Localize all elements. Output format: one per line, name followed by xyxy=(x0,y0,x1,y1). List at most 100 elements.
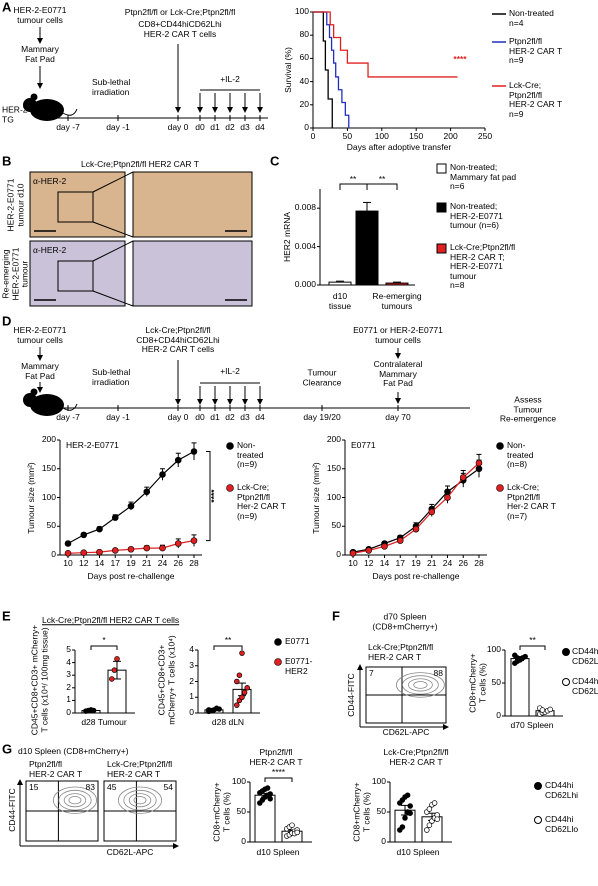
day-label: day -7 xyxy=(56,412,80,423)
y-tick-label: 60 xyxy=(299,52,309,63)
micrograph xyxy=(132,171,253,238)
zoom-line xyxy=(92,221,134,238)
legend-swatch xyxy=(274,638,282,646)
y-tick-label: 100 xyxy=(231,776,246,787)
x-tick-label: 250 xyxy=(477,131,493,142)
y-tick-label: 100 xyxy=(294,6,309,17)
x-axis-label: d28 Tumour xyxy=(81,717,127,728)
data-point xyxy=(111,667,118,673)
label: E0771 or HER-2-E0771 tumour cells xyxy=(353,325,443,345)
bracket xyxy=(264,777,293,782)
day-label: d1 xyxy=(210,412,220,423)
label: Tumour Clearance xyxy=(302,367,342,387)
label: Mammary Fat Pad xyxy=(21,361,59,381)
data-point xyxy=(241,689,248,696)
y-tick-label: 100 xyxy=(326,491,341,502)
day-label: day 19/20 xyxy=(303,412,341,423)
data-point xyxy=(111,547,119,554)
data-point xyxy=(216,706,222,712)
legend-entry: Lck-Cre;Ptpn2fl/fl HER-2 CAR T; HER-2-E0… xyxy=(450,242,516,291)
legend-entry: Non-treated n=4 xyxy=(509,8,554,28)
legend-swatch xyxy=(562,648,570,656)
label: HER-2-E0771 tumour cells xyxy=(13,5,67,25)
label: d70 Spleen (CD8+mCherry+) xyxy=(372,611,438,631)
legend-entry: E0771 xyxy=(285,636,310,646)
mouse-body xyxy=(30,99,64,121)
contour xyxy=(58,789,92,811)
day-label: d0 xyxy=(195,412,205,423)
data-point xyxy=(190,448,198,455)
day-label: d2 xyxy=(225,122,235,133)
label: HER-2-E0771 tumour cells xyxy=(13,325,67,345)
data-point xyxy=(234,678,240,685)
y-tick-label: 0 xyxy=(381,836,386,847)
data-point xyxy=(190,537,198,544)
x-tick-label: 21 xyxy=(427,558,437,569)
day-label: d0 xyxy=(195,122,205,133)
y-axis-label: Survival (%) xyxy=(283,47,294,93)
y-tick-label: 50 xyxy=(331,520,341,531)
legend-entry: E0771- HER2 xyxy=(285,656,313,676)
data-point xyxy=(264,785,271,791)
bracket xyxy=(213,645,243,650)
bar xyxy=(355,210,379,286)
quadrant-value: 54 xyxy=(163,782,173,793)
contour xyxy=(413,681,428,689)
data-point xyxy=(143,488,151,496)
quadrant-value: 88 xyxy=(433,668,443,679)
bar xyxy=(328,281,352,286)
chart-title: E0771 xyxy=(351,440,376,451)
data-point xyxy=(127,545,135,553)
contour xyxy=(52,786,97,814)
annotation: * xyxy=(102,635,106,646)
legend-swatch xyxy=(436,243,447,254)
mouse-tail xyxy=(62,108,78,116)
x-tick-label: 12 xyxy=(364,558,374,569)
data-point xyxy=(80,549,88,557)
data-point xyxy=(159,544,166,552)
data-point xyxy=(174,540,182,547)
data-point xyxy=(80,531,88,539)
annotation: **** xyxy=(209,489,220,503)
data-point xyxy=(428,508,436,516)
data-point xyxy=(96,525,103,533)
y-axis-label: Tumour size (mm²) xyxy=(311,461,322,534)
annotation: ** xyxy=(378,174,386,185)
day-label: day -1 xyxy=(106,122,130,133)
quadrant-value: 15 xyxy=(29,782,39,793)
bracket xyxy=(339,183,368,190)
mouse-ear xyxy=(30,388,38,396)
survival-line xyxy=(313,11,350,128)
x-tick-label: 17 xyxy=(110,558,120,569)
y-tick-label: 50 xyxy=(491,677,501,688)
x-tick-label: 26 xyxy=(173,558,183,569)
legend-swatch xyxy=(226,484,234,492)
x-tick-label: 150 xyxy=(409,131,424,142)
legend-swatch xyxy=(226,442,234,450)
data-point xyxy=(412,525,420,533)
group-label: Re-emerging tumours xyxy=(372,291,422,311)
data-point xyxy=(239,650,245,656)
stain-label: α-HER-2 xyxy=(33,176,67,187)
legend-entry: Non-treated; HER-2-E0771 tumour (n=6) xyxy=(450,201,503,231)
label: Assess Tumour Re-emergence xyxy=(499,394,557,424)
data-point xyxy=(234,702,240,708)
legend-swatch xyxy=(436,163,447,174)
data-point xyxy=(127,502,135,510)
data-point xyxy=(349,549,357,557)
label: CD44-FITC xyxy=(346,673,357,717)
label: Lck-Cre;Ptpn2fl/fl CD8+CD44hiCD62Lhi HER… xyxy=(136,325,220,355)
data-point xyxy=(434,816,440,822)
legend-swatch xyxy=(274,658,282,666)
data-point xyxy=(114,656,120,662)
y-tick-label: 0.008 xyxy=(294,202,316,213)
x-axis-label: Days after adoptive transfer xyxy=(346,142,452,153)
label: Lck-Cre;Ptpn2fl/fl HER-2 CAR T xyxy=(107,759,173,779)
y-tick-label: 150 xyxy=(326,462,341,473)
data-point xyxy=(424,827,430,833)
mouse-ear xyxy=(30,93,38,101)
data-point xyxy=(547,706,553,713)
bar xyxy=(510,658,530,717)
label: Ptpn2fl/fl HER-2 CAR T xyxy=(29,759,83,779)
y-axis-label: CD45+CD8+CD3+ mCherry+ T cells (x10⁴) xyxy=(156,635,176,725)
